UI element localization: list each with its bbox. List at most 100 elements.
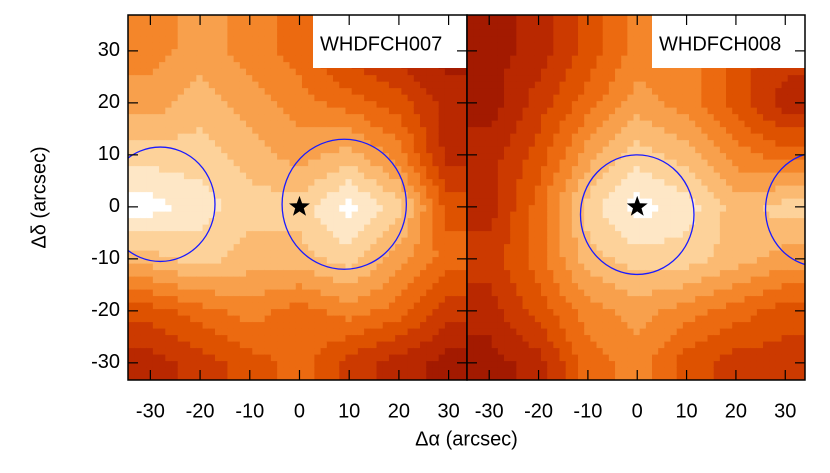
contour-cell — [432, 361, 439, 368]
contour-cell — [498, 224, 505, 231]
contour-cell — [196, 68, 203, 75]
contour-cell — [296, 140, 303, 147]
contour-cell — [370, 114, 377, 121]
contour-cell — [541, 146, 548, 153]
contour-cell — [652, 159, 659, 166]
contour-cell — [184, 367, 191, 374]
contour-cell — [615, 16, 622, 23]
contour-cell — [541, 133, 548, 140]
contour-cell — [516, 159, 523, 166]
contour-cell — [597, 192, 604, 199]
contour-cell — [327, 270, 334, 277]
contour-cell — [383, 101, 390, 108]
contour-cell — [221, 127, 228, 134]
contour-cell — [401, 250, 408, 257]
contour-cell — [426, 101, 433, 108]
contour-cell — [572, 244, 579, 251]
contour-cell — [646, 257, 653, 264]
contour-cell — [578, 237, 585, 244]
contour-cell — [646, 348, 653, 355]
contour-cell — [165, 354, 172, 361]
contour-cell — [492, 140, 499, 147]
contour-cell — [296, 120, 303, 127]
contour-cell — [153, 42, 160, 49]
contour-cell — [252, 302, 259, 309]
contour-cell — [203, 88, 210, 95]
contour-cell — [492, 205, 499, 212]
contour-cell — [234, 244, 241, 251]
contour-cell — [572, 146, 579, 153]
contour-cell — [432, 159, 439, 166]
contour-cell — [352, 81, 359, 88]
contour-cell — [479, 283, 486, 290]
contour-cell — [277, 244, 284, 251]
contour-cell — [627, 348, 634, 355]
contour-cell — [345, 257, 352, 264]
contour-cell — [414, 94, 421, 101]
contour-cell — [296, 62, 303, 69]
contour-cell — [615, 159, 622, 166]
contour-cell — [178, 322, 185, 329]
contour-cell — [290, 335, 297, 342]
contour-cell — [523, 75, 530, 82]
contour-cell — [603, 341, 610, 348]
contour-cell — [603, 42, 610, 49]
contour-cell — [658, 367, 665, 374]
contour-cell — [265, 361, 272, 368]
contour-cell — [541, 244, 548, 251]
contour-cell — [553, 354, 560, 361]
contour-cell — [492, 289, 499, 296]
contour-cell — [566, 348, 573, 355]
contour-cell — [432, 81, 439, 88]
contour-cell — [345, 296, 352, 303]
contour-cell — [383, 140, 390, 147]
contour-cell — [352, 309, 359, 316]
contour-cell — [621, 36, 628, 43]
contour-cell — [451, 263, 458, 270]
contour-cell — [498, 101, 505, 108]
contour-cell — [597, 62, 604, 69]
contour-cell — [529, 296, 536, 303]
contour-cell — [240, 322, 247, 329]
contour-cell — [140, 94, 147, 101]
contour-cell — [314, 127, 321, 134]
contour-cell — [439, 244, 446, 251]
contour-cell — [339, 257, 346, 264]
contour-cell — [277, 107, 284, 114]
contour-cell — [432, 211, 439, 218]
contour-cell — [479, 107, 486, 114]
contour-cell — [333, 244, 340, 251]
contour-cell — [308, 270, 315, 277]
contour-cell — [578, 367, 585, 374]
contour-cell — [426, 146, 433, 153]
contour-cell — [339, 192, 346, 199]
contour-cell — [327, 88, 334, 95]
contour-cell — [364, 296, 371, 303]
contour-cell — [627, 16, 634, 23]
contour-cell — [252, 75, 259, 82]
contour-cell — [603, 127, 610, 134]
contour-cell — [504, 94, 511, 101]
contour-cell — [603, 367, 610, 374]
contour-cell — [473, 172, 480, 179]
contour-cell — [439, 101, 446, 108]
contour-cell — [634, 185, 641, 192]
contour-cell — [171, 81, 178, 88]
contour-cell — [296, 166, 303, 173]
contour-cell — [597, 42, 604, 49]
contour-cell — [333, 283, 340, 290]
contour-cell — [321, 88, 328, 95]
contour-cell — [432, 296, 439, 303]
contour-cell — [134, 16, 141, 23]
contour-cell — [432, 237, 439, 244]
contour-cell — [541, 153, 548, 160]
contour-cell — [652, 250, 659, 257]
contour-cell — [370, 81, 377, 88]
contour-cell — [529, 244, 536, 251]
contour-cell — [209, 107, 216, 114]
contour-cell — [426, 127, 433, 134]
contour-cell — [408, 107, 415, 114]
contour-cell — [553, 237, 560, 244]
contour-cell — [590, 348, 597, 355]
contour-cell — [147, 36, 154, 43]
